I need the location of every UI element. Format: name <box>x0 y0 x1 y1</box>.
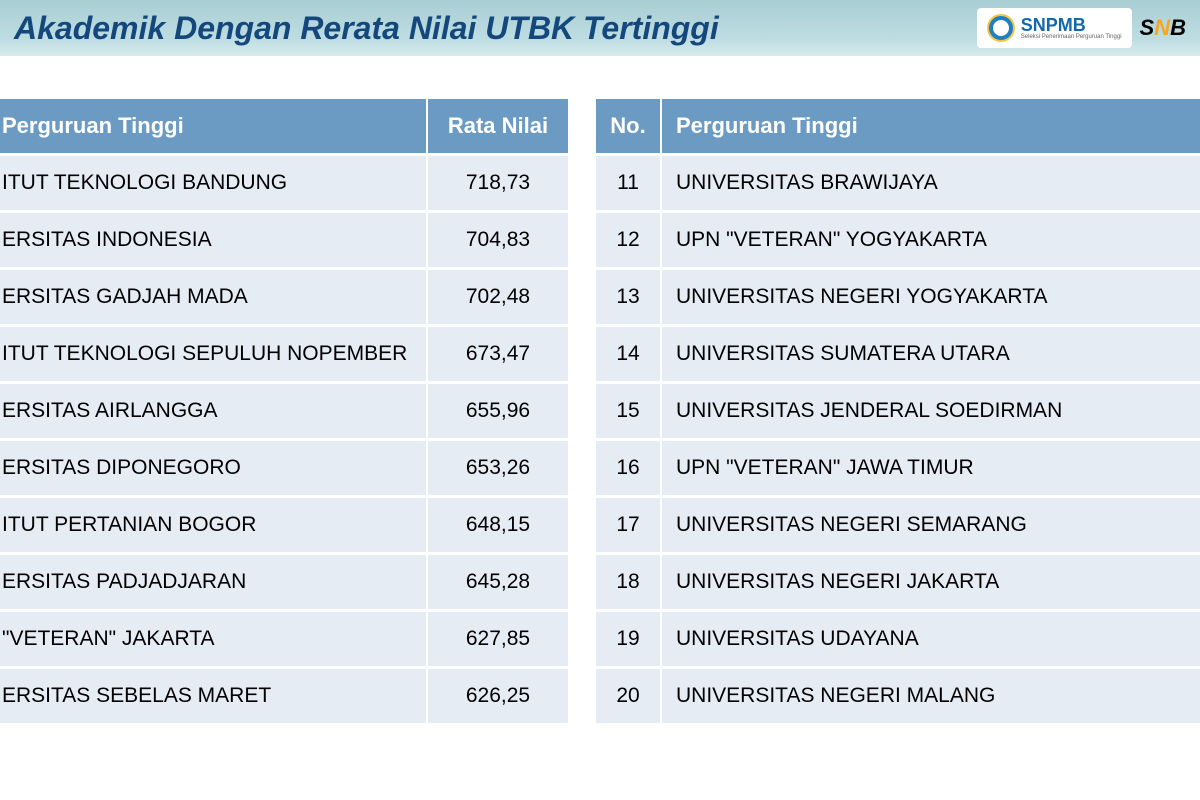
ranking-table-left: Perguruan Tinggi Rata Nilai ITUT TEKNOLO… <box>0 96 570 726</box>
cell-pt: ERSITAS DIPONEGORO <box>0 441 426 495</box>
cell-no: 17 <box>596 498 660 552</box>
table-row: ERSITAS GADJAH MADA702,48 <box>0 270 568 324</box>
col-header-rata: Rata Nilai <box>428 99 568 153</box>
cell-pt: ITUT TEKNOLOGI BANDUNG <box>0 156 426 210</box>
cell-pt: ITUT PERTANIAN BOGOR <box>0 498 426 552</box>
table-row: 20UNIVERSITAS NEGERI MALANG <box>596 669 1200 723</box>
col-header-pt-left: Perguruan Tinggi <box>0 99 426 153</box>
cell-rata: 645,28 <box>428 555 568 609</box>
cell-no: 11 <box>596 156 660 210</box>
snb-logo: S N B <box>1140 15 1186 41</box>
table-row: 17UNIVERSITAS NEGERI SEMARANG <box>596 498 1200 552</box>
cell-pt: UPN "VETERAN" JAWA TIMUR <box>662 441 1200 495</box>
snpmb-subtext: Seleksi Penerimaan Perguruan Tinggi <box>1021 34 1122 40</box>
cell-pt: UNIVERSITAS SUMATERA UTARA <box>662 327 1200 381</box>
header-bar: Akademik Dengan Rerata Nilai UTBK Tertin… <box>0 0 1200 56</box>
cell-pt: ERSITAS INDONESIA <box>0 213 426 267</box>
table-row: 13UNIVERSITAS NEGERI YOGYAKARTA <box>596 270 1200 324</box>
page-title: Akademik Dengan Rerata Nilai UTBK Tertin… <box>14 10 719 47</box>
table-row: ERSITAS AIRLANGGA655,96 <box>0 384 568 438</box>
cell-pt: UNIVERSITAS JENDERAL SOEDIRMAN <box>662 384 1200 438</box>
snpmb-emblem-icon <box>987 14 1015 42</box>
cell-rata: 704,83 <box>428 213 568 267</box>
cell-no: 15 <box>596 384 660 438</box>
cell-pt: UPN "VETERAN" YOGYAKARTA <box>662 213 1200 267</box>
col-header-no: No. <box>596 99 660 153</box>
table-row: ERSITAS DIPONEGORO653,26 <box>0 441 568 495</box>
cell-rata: 673,47 <box>428 327 568 381</box>
col-header-pt-right: Perguruan Tinggi <box>662 99 1200 153</box>
table-row: 12UPN "VETERAN" YOGYAKARTA <box>596 213 1200 267</box>
cell-pt: UNIVERSITAS NEGERI JAKARTA <box>662 555 1200 609</box>
cell-pt: UNIVERSITAS BRAWIJAYA <box>662 156 1200 210</box>
table-row: ERSITAS SEBELAS MARET626,25 <box>0 669 568 723</box>
cell-rata: 653,26 <box>428 441 568 495</box>
cell-pt: "VETERAN" JAKARTA <box>0 612 426 666</box>
ranking-table-right: No. Perguruan Tinggi 11UNIVERSITAS BRAWI… <box>594 96 1200 726</box>
snb-b: B <box>1170 15 1186 41</box>
tables-container: Perguruan Tinggi Rata Nilai ITUT TEKNOLO… <box>0 56 1200 726</box>
table-right-wrap: No. Perguruan Tinggi 11UNIVERSITAS BRAWI… <box>594 96 1200 726</box>
logos: SNPMB Seleksi Penerimaan Perguruan Tingg… <box>977 8 1186 48</box>
table-row: 19UNIVERSITAS UDAYANA <box>596 612 1200 666</box>
snb-s: S <box>1140 15 1155 41</box>
cell-rata: 648,15 <box>428 498 568 552</box>
cell-rata: 655,96 <box>428 384 568 438</box>
table-row: ERSITAS PADJADJARAN645,28 <box>0 555 568 609</box>
table-row: 16UPN "VETERAN" JAWA TIMUR <box>596 441 1200 495</box>
cell-rata: 626,25 <box>428 669 568 723</box>
table-row: ITUT PERTANIAN BOGOR648,15 <box>0 498 568 552</box>
cell-pt: UNIVERSITAS NEGERI YOGYAKARTA <box>662 270 1200 324</box>
cell-rata: 718,73 <box>428 156 568 210</box>
cell-no: 16 <box>596 441 660 495</box>
cell-no: 13 <box>596 270 660 324</box>
cell-pt: UNIVERSITAS NEGERI MALANG <box>662 669 1200 723</box>
table-left-wrap: Perguruan Tinggi Rata Nilai ITUT TEKNOLO… <box>0 96 570 726</box>
table-row: ITUT TEKNOLOGI BANDUNG718,73 <box>0 156 568 210</box>
snpmb-text: SNPMB <box>1021 16 1122 34</box>
cell-pt: ERSITAS GADJAH MADA <box>0 270 426 324</box>
table-row: ITUT TEKNOLOGI SEPULUH NOPEMBER673,47 <box>0 327 568 381</box>
cell-pt: ERSITAS PADJADJARAN <box>0 555 426 609</box>
table-row: 15UNIVERSITAS JENDERAL SOEDIRMAN <box>596 384 1200 438</box>
snpmb-logo: SNPMB Seleksi Penerimaan Perguruan Tingg… <box>977 8 1132 48</box>
cell-rata: 702,48 <box>428 270 568 324</box>
cell-pt: UNIVERSITAS UDAYANA <box>662 612 1200 666</box>
snb-n: N <box>1154 15 1170 41</box>
cell-pt: UNIVERSITAS NEGERI SEMARANG <box>662 498 1200 552</box>
cell-pt: ITUT TEKNOLOGI SEPULUH NOPEMBER <box>0 327 426 381</box>
cell-pt: ERSITAS AIRLANGGA <box>0 384 426 438</box>
cell-no: 18 <box>596 555 660 609</box>
cell-no: 12 <box>596 213 660 267</box>
table-row: 11UNIVERSITAS BRAWIJAYA <box>596 156 1200 210</box>
cell-no: 19 <box>596 612 660 666</box>
table-row: 18UNIVERSITAS NEGERI JAKARTA <box>596 555 1200 609</box>
cell-rata: 627,85 <box>428 612 568 666</box>
table-row: "VETERAN" JAKARTA627,85 <box>0 612 568 666</box>
table-row: ERSITAS INDONESIA704,83 <box>0 213 568 267</box>
cell-pt: ERSITAS SEBELAS MARET <box>0 669 426 723</box>
table-row: 14UNIVERSITAS SUMATERA UTARA <box>596 327 1200 381</box>
cell-no: 20 <box>596 669 660 723</box>
cell-no: 14 <box>596 327 660 381</box>
